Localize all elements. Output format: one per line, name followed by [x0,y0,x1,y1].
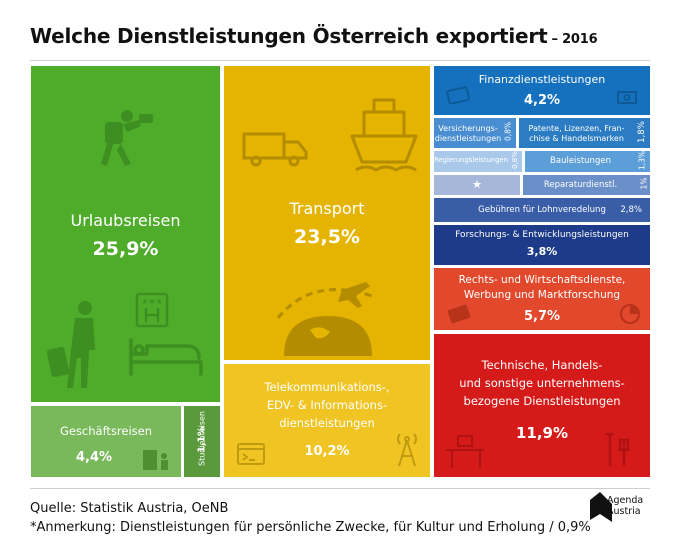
tile-patente: Patente, Lizenzen, Fran- chise & Handels… [519,118,650,148]
tile-label-line1: Rechts- und Wirtschaftsdienste, [458,274,626,286]
plane-globe-icon [276,282,373,356]
title-year: – 2016 [551,32,598,47]
tile-finanzdienstleistungen: Finanzdienstleistungen 4,2% [434,66,650,115]
footer-notes: Quelle: Statistik Austria, OeNB *Anmerku… [30,500,591,538]
tile-value: 0,8% [511,151,519,169]
tile-transport: Transport 23,5% [224,66,430,360]
hotel-sign-icon: ★★★ [135,292,169,328]
tile-value: 25,9% [92,238,159,260]
briefcase-icon [447,304,471,324]
tile-label: Transport [289,199,365,218]
logo-line1: Agenda [607,495,644,506]
bottom-rule [30,488,650,489]
svg-text:★★★: ★★★ [141,297,163,306]
tile-label-line2: EDV- & Informations- [266,398,388,412]
tile-urlaubsreisen: Urlaubsreisen 25,9% ★★★ [31,66,220,402]
tile-value: 2,8% [620,205,642,215]
tile-label: Gebühren für Lohnveredelung [478,205,606,215]
tile-label-line2: dienstleistungen [434,134,502,143]
hiker-icon [101,110,153,166]
tile-value: 4,2% [523,93,561,108]
tile-value: 1,3% [637,151,647,171]
tile-rechts-wirtschaftsdienste: Rechts- und Wirtschaftsdienste, Werbung … [434,268,650,330]
tile-label-line2: und sonstige unternehmens- [459,376,625,390]
antenna-tower-icon [397,433,417,467]
tile-geschaeftsreisen: Geschäftsreisen 4,4% [31,406,181,477]
building-person-icon [143,450,168,470]
tile-reparaturdienstleistungen: Reparaturdienstl. 1% [523,175,650,195]
tile-label: Forschungs- & Entwicklungsleistungen [455,230,629,240]
truck-icon [242,132,308,167]
bed-icon [129,338,203,376]
tile-value: 10,2% [304,444,350,459]
tile-value: 11,9% [515,424,569,442]
tile-value: 23,5% [294,226,360,248]
tile-value: 5,7% [523,309,561,324]
title-text: Welche Dienstleistungen Österreich expor… [30,24,548,48]
tile-label-line1: Telekommunikations-, [264,380,390,394]
tile-label-line1: Patente, Lizenzen, Fran- [528,124,625,133]
tile-value: 3,8% [526,245,558,258]
star-marker: ★ [472,178,482,191]
tile-forschung-entwicklung: Forschungs- & Entwicklungsleistungen 3,8… [434,225,650,265]
banknotes-icon [617,91,637,104]
logo-text: Agenda Austria [607,495,644,518]
tile-studienreisen: Studienreisen 1,1% [184,406,220,477]
tile-label-line3: bezogene Dienstleistungen [463,394,621,408]
tile-label-line2: chise & Handelsmarken [529,134,624,143]
tile-label-line3: dienstleistungen [279,416,375,430]
top-rule [30,60,650,61]
tile-persoenliche-dienste: ★ [434,175,520,195]
tile-versicherung: Versicherungs- dienstleistungen 0,8% [434,118,516,148]
tile-label-line2: Werbung und Marktforschung [463,289,621,301]
tile-value: 0,8% [503,121,513,142]
tile-value: 1,8% [637,121,647,143]
suitcase-traveler-icon [46,301,95,388]
tile-bauleistungen: Bauleistungen 1,3% [525,151,650,172]
terminal-window-icon [237,443,265,465]
tile-label: Finanzdienstleistungen [478,73,606,86]
tile-value: 1,1% [196,426,208,453]
credit-card-icon [446,86,470,104]
tile-regierungsleistungen: Regierungsleistungen 0,8% [434,151,522,172]
logo-line2: Austria [607,505,641,517]
tile-telekommunikation: Telekommunikations-, EDV- & Informations… [224,364,430,477]
tile-technische-dienstleistungen: Technische, Handels- und sonstige untern… [434,334,650,477]
tile-label: Reparaturdienstl. [543,180,618,190]
tile-value: 1% [639,177,649,190]
office-desk-icon [446,435,484,468]
tile-label: Regierungsleistungen [434,156,508,164]
tile-lohnveredelung: Gebühren für Lohnveredelung 2,8% [434,198,650,222]
pie-chart-icon [620,304,640,324]
tile-label: Bauleistungen [550,156,611,166]
tile-label-line1: Technische, Handels- [481,358,603,372]
note-line: *Anmerkung: Dienstleistungen für persönl… [30,519,591,535]
tools-icon [606,432,630,466]
ship-icon [350,98,418,172]
tile-label: Geschäftsreisen [59,424,153,438]
tile-value: 4,4% [75,450,113,465]
tile-label: Urlaubsreisen [70,211,181,230]
source-line: Quelle: Statistik Austria, OeNB [30,501,229,516]
chart-title: Welche Dienstleistungen Österreich expor… [30,24,598,48]
agenda-austria-logo-icon [590,492,612,522]
tile-label-line1: Versicherungs- [438,124,498,133]
